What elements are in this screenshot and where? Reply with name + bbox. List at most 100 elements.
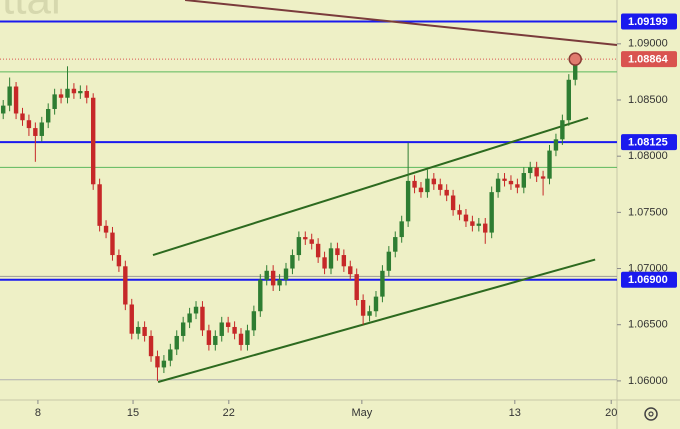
x-tick-label: 13 <box>509 407 521 419</box>
watermark: ttar <box>2 0 66 24</box>
candle-body <box>399 221 404 238</box>
candle-body <box>540 176 546 179</box>
candle-body <box>103 225 109 233</box>
price-tag <box>621 13 677 30</box>
price-tag <box>621 51 677 68</box>
candle-body <box>573 59 578 80</box>
candle-body <box>46 108 51 123</box>
candle-body <box>71 88 77 94</box>
candle-body <box>155 356 160 368</box>
candle-body <box>405 180 411 222</box>
candle-body <box>277 279 282 286</box>
candle-body <box>495 178 501 193</box>
candle-body <box>20 113 25 121</box>
candle-body <box>315 243 321 258</box>
candle-body <box>283 268 289 280</box>
candle-body <box>219 322 224 336</box>
candle-body <box>251 311 257 331</box>
candle-body <box>142 326 147 336</box>
candle-body <box>303 237 308 240</box>
candle-body <box>444 189 449 196</box>
candle-body <box>13 86 19 114</box>
candle-body <box>489 192 494 233</box>
candle-body <box>213 335 218 345</box>
candle-body <box>110 232 115 256</box>
candle-body <box>135 326 141 334</box>
candle-body <box>534 167 539 177</box>
candle-body <box>238 333 244 345</box>
x-tick-label: 8 <box>35 407 41 419</box>
candle-body <box>438 184 443 190</box>
candle-body <box>174 335 179 350</box>
price-tag <box>621 271 677 288</box>
price-tag-label: 1.08864 <box>628 54 669 66</box>
y-tick-label: 1.07500 <box>628 206 668 218</box>
candle-body <box>354 274 359 300</box>
last-price-marker <box>568 52 582 66</box>
x-tick-label: 20 <box>605 407 617 419</box>
candle-body <box>245 330 250 345</box>
candle-body <box>7 86 12 106</box>
candle-body <box>180 322 186 336</box>
y-tick-label: 1.08000 <box>628 150 668 162</box>
trend-line <box>152 117 589 257</box>
candle-body <box>232 326 237 334</box>
candle-body <box>528 167 533 174</box>
y-tick-label: 1.08500 <box>628 94 668 106</box>
candle-body <box>84 91 89 98</box>
candle-body <box>373 296 379 312</box>
candle-body <box>521 173 527 188</box>
candle-body <box>457 210 462 215</box>
candle-body <box>470 221 475 226</box>
candle-body <box>1 105 6 114</box>
candle-body <box>78 91 83 94</box>
candle-body <box>264 270 269 280</box>
candle-body <box>367 311 372 316</box>
gear-center[interactable] <box>648 411 654 417</box>
candle-body <box>450 195 456 211</box>
candle-body <box>328 248 334 269</box>
price-tag-label: 1.08125 <box>628 137 668 149</box>
candle-body <box>258 279 263 312</box>
candle-body <box>547 150 552 179</box>
x-tick-label: May <box>351 407 372 419</box>
candle-body <box>322 257 327 269</box>
candle-body <box>508 180 514 185</box>
candle-body <box>52 94 57 109</box>
candle-body <box>309 239 314 244</box>
candle-body <box>425 178 430 193</box>
price-tag-label: 1.09199 <box>628 16 668 28</box>
trend-line <box>184 0 618 46</box>
y-tick-label: 1.06000 <box>628 375 668 387</box>
candle-body <box>476 223 482 226</box>
candle-body <box>65 88 70 98</box>
candle-body <box>206 330 212 345</box>
candle-body <box>200 306 205 331</box>
candle-body <box>90 97 96 185</box>
candle-body <box>296 237 302 256</box>
price-tag-label: 1.06900 <box>628 274 668 286</box>
gear[interactable] <box>644 407 658 421</box>
candle-body <box>341 255 347 267</box>
candle-body <box>502 178 507 181</box>
candle-body <box>116 255 122 267</box>
candle-body <box>148 335 154 357</box>
y-tick-label: 1.07000 <box>628 262 668 274</box>
candle-body <box>348 266 353 275</box>
candle-body <box>412 180 417 188</box>
candle-body <box>168 349 173 361</box>
candle-body <box>39 122 44 136</box>
candle-body <box>26 120 32 129</box>
candle-body <box>566 79 571 121</box>
candle-body <box>33 128 38 136</box>
candle-body <box>193 306 199 314</box>
candle-body <box>386 251 392 271</box>
candle-body <box>187 313 192 323</box>
candle-body <box>483 223 488 233</box>
candle-body <box>335 248 340 256</box>
candle-body <box>123 266 128 305</box>
settings-icon[interactable] <box>644 407 658 421</box>
candle-body <box>515 184 520 188</box>
candle-body <box>431 178 437 185</box>
